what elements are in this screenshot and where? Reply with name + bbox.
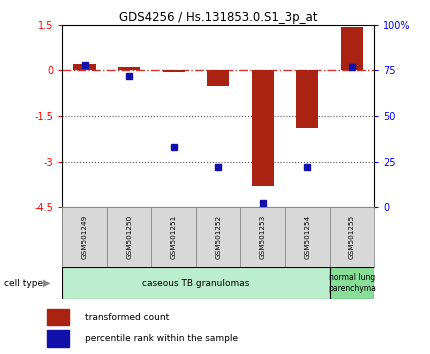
Bar: [118, 67, 140, 70]
Bar: [285, 207, 329, 267]
Text: GSM501249: GSM501249: [82, 215, 88, 259]
Text: GSM501251: GSM501251: [171, 215, 177, 259]
Text: GSM501255: GSM501255: [349, 215, 355, 259]
Bar: [107, 207, 151, 267]
Bar: [329, 207, 374, 267]
Text: ▶: ▶: [43, 278, 50, 288]
Bar: [62, 207, 107, 267]
Text: caseous TB granulomas: caseous TB granulomas: [142, 279, 250, 288]
Title: GDS4256 / Hs.131853.0.S1_3p_at: GDS4256 / Hs.131853.0.S1_3p_at: [119, 11, 317, 24]
Bar: [47, 330, 70, 347]
Bar: [62, 267, 329, 299]
Text: GSM501253: GSM501253: [260, 215, 266, 259]
Text: GSM501252: GSM501252: [215, 215, 221, 259]
Bar: [47, 309, 70, 325]
Bar: [151, 207, 196, 267]
Text: GSM501250: GSM501250: [126, 215, 132, 259]
Bar: [240, 207, 285, 267]
Bar: [74, 64, 96, 70]
Bar: [196, 207, 240, 267]
Text: transformed count: transformed count: [85, 313, 169, 322]
Text: normal lung
parenchyma: normal lung parenchyma: [328, 274, 376, 293]
Text: cell type: cell type: [4, 279, 43, 288]
Text: GSM501254: GSM501254: [304, 215, 310, 259]
Bar: [163, 70, 185, 72]
Bar: [207, 70, 229, 86]
Text: percentile rank within the sample: percentile rank within the sample: [85, 334, 238, 343]
Bar: [341, 27, 363, 70]
Bar: [329, 267, 374, 299]
Bar: [296, 70, 319, 128]
Bar: [252, 70, 274, 186]
